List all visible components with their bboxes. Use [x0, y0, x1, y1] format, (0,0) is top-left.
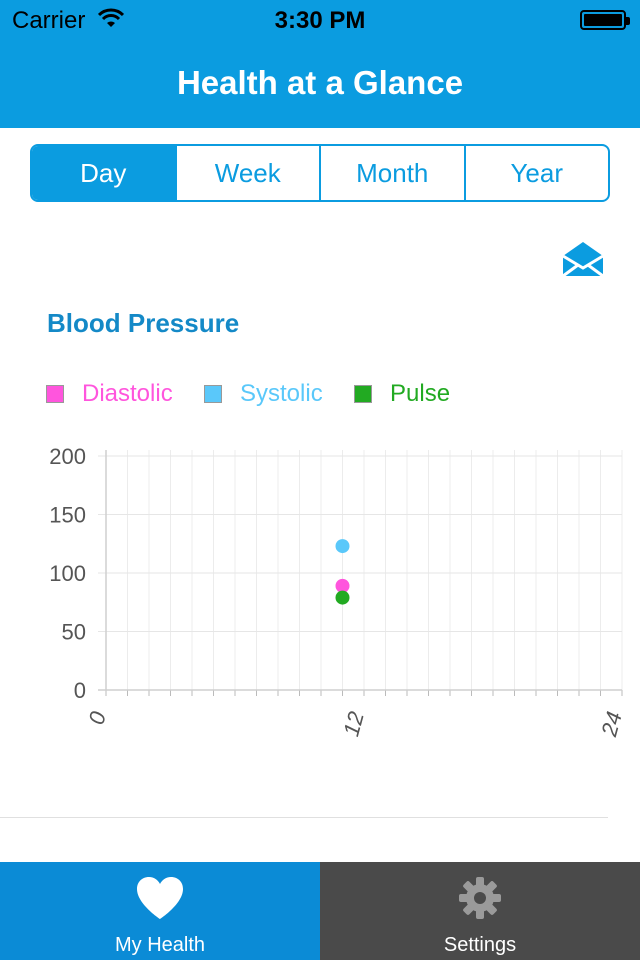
x-tick-label: 24: [596, 709, 627, 740]
nav-bar: Carrier 3:30 PM Health at a Glance: [0, 0, 640, 128]
status-time: 3:30 PM: [274, 7, 366, 34]
tab-bar: My Health Settings: [0, 862, 640, 960]
legend-swatch: [204, 385, 222, 403]
tab-label: My Health: [114, 934, 206, 956]
x-tick-label: 12: [338, 709, 368, 739]
legend-swatch: [46, 385, 64, 403]
x-tick-label: 0: [84, 708, 112, 727]
y-tick-label: 0: [74, 678, 86, 703]
legend-label: Systolic: [240, 380, 323, 407]
data-point-pulse: [335, 590, 350, 605]
legend-swatch: [354, 385, 372, 403]
y-tick-label: 150: [49, 503, 86, 528]
mail-icon[interactable]: [561, 240, 605, 278]
period-segmented-control: Day Week Month Year: [30, 144, 610, 202]
y-tick-label: 100: [49, 561, 86, 586]
legend-item-pulse: Pulse: [354, 380, 450, 408]
data-point-diastolic: [335, 578, 350, 593]
legend-label: Diastolic: [82, 380, 173, 407]
legend-label: Pulse: [390, 380, 451, 407]
segment-month[interactable]: Month: [319, 146, 464, 200]
status-bar: Carrier 3:30 PM: [0, 0, 640, 40]
segment-day[interactable]: Day: [32, 146, 175, 200]
segment-week[interactable]: Week: [174, 146, 320, 200]
carrier-label: Carrier: [12, 7, 86, 34]
data-point-systolic: [335, 539, 350, 554]
y-tick-label: 50: [62, 620, 86, 645]
divider: [0, 817, 608, 818]
section-title: Blood Pressure: [47, 308, 240, 338]
gear-icon: [459, 877, 501, 919]
wifi-icon: [98, 8, 124, 27]
segment-year[interactable]: Year: [463, 146, 609, 200]
tab-my-health[interactable]: My Health: [0, 862, 320, 960]
battery-icon: [580, 10, 630, 30]
heart-icon: [137, 877, 183, 919]
tab-settings[interactable]: Settings: [320, 862, 640, 960]
legend-item-systolic: Systolic: [204, 380, 323, 408]
page-title: Health at a Glance: [176, 64, 464, 101]
tab-label: Settings: [443, 934, 517, 956]
y-tick-label: 200: [49, 444, 86, 469]
blood-pressure-chart: 0 50 100 150 200 0 12 24: [49, 444, 627, 740]
legend-item-diastolic: Diastolic: [46, 380, 173, 408]
